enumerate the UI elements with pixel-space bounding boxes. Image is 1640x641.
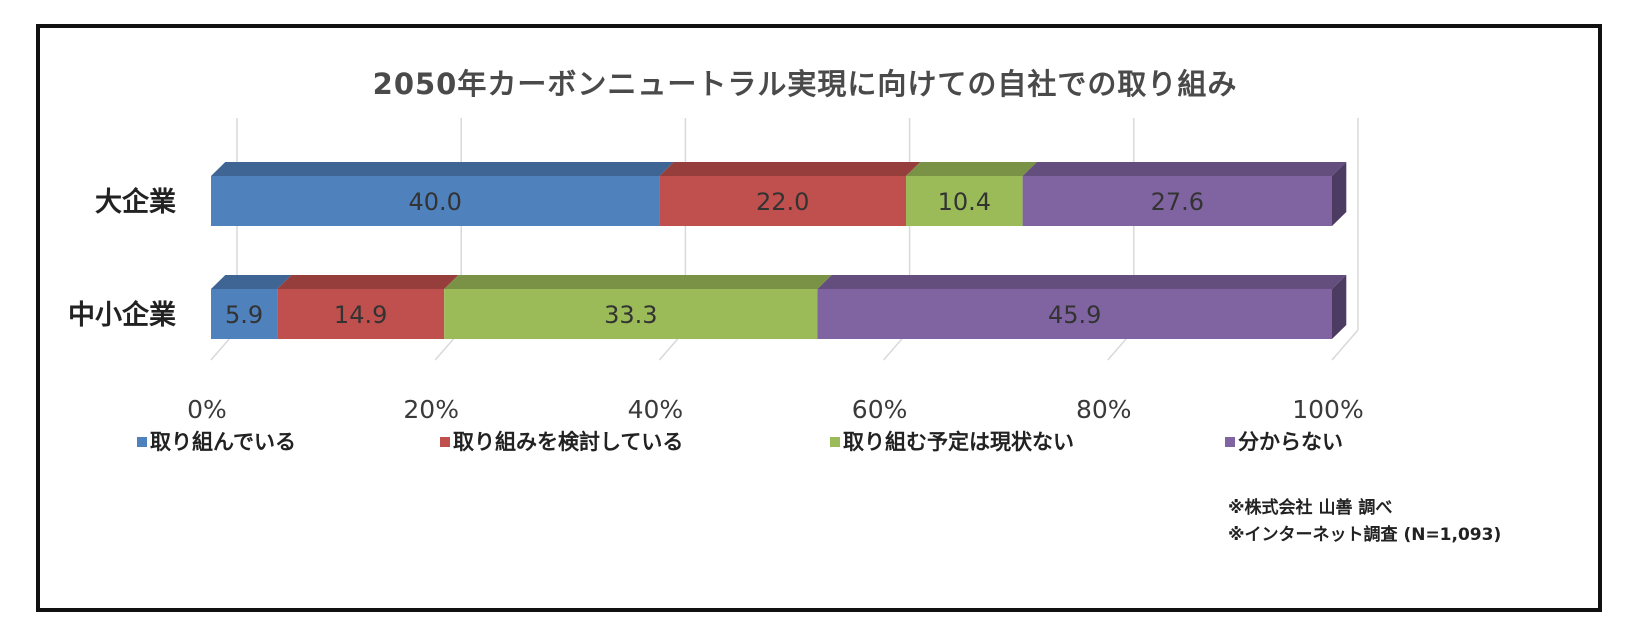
bars: 40.0 22.0 10.4 27.6 5.9 14.9 33.3 45.9: [211, 162, 1347, 339]
bar-top-face: [906, 162, 1037, 176]
bar-top-face: [1022, 162, 1347, 176]
legend-swatch: [830, 437, 840, 447]
source-notes: ※株式会社 山善 調べ ※インターネット調査 (N=1,093): [1228, 497, 1501, 545]
bar-top-face: [817, 275, 1347, 289]
bar-top-face: [277, 275, 459, 289]
bar-top-face: [659, 162, 921, 176]
bar-segment: 27.6: [1022, 162, 1347, 226]
data-label: 27.6: [1151, 188, 1204, 216]
bar: [277, 289, 445, 339]
category-label: 中小企業: [68, 299, 176, 331]
legend-label: 取り組みを検討している: [453, 430, 683, 454]
bar-segment: 40.0: [211, 162, 674, 226]
legend-swatch: [1225, 437, 1235, 447]
legend-swatch: [137, 437, 147, 447]
data-label: 45.9: [1048, 301, 1101, 329]
bar: [906, 176, 1023, 226]
legend-swatch: [440, 437, 450, 447]
bar: [211, 176, 660, 226]
bar: [817, 289, 1332, 339]
tick-label: 60%: [852, 395, 908, 424]
legend-item: 取り組みを検討している: [440, 430, 683, 454]
data-label: 5.9: [225, 301, 263, 329]
data-label: 10.4: [938, 188, 991, 216]
bar-segment: 33.3: [444, 275, 832, 339]
legend-label: 分からない: [1238, 430, 1343, 454]
data-label: 40.0: [408, 188, 461, 216]
tick-label: 80%: [1076, 395, 1132, 424]
tick-label: 0%: [187, 395, 227, 424]
bar-top-face: [444, 275, 832, 289]
tick-label: 40%: [628, 395, 684, 424]
data-label: 22.0: [756, 188, 809, 216]
category-label: 大企業: [95, 186, 176, 218]
bar: [444, 289, 818, 339]
bar-segment: 10.4: [906, 162, 1037, 226]
source-note: ※インターネット調査 (N=1,093): [1228, 524, 1501, 545]
bar-segment: 5.9: [211, 275, 292, 339]
legend: 取り組んでいる 取り組みを検討している 取り組む予定は現状ない 分からない: [137, 430, 1343, 454]
bar: [1022, 176, 1332, 226]
gridline-floor: [1331, 329, 1359, 361]
data-label: 14.9: [334, 301, 387, 329]
legend-label: 取り組んでいる: [150, 430, 296, 454]
chart-title: 2050年カーボンニュートラル実現に向けての自社での取り組み: [373, 67, 1238, 101]
bar-side-face: [1332, 275, 1347, 339]
legend-item: 取り組む予定は現状ない: [830, 430, 1074, 454]
legend-label: 取り組む予定は現状ない: [843, 430, 1074, 454]
bar-segment: 22.0: [659, 162, 921, 226]
source-note: ※株式会社 山善 調べ: [1228, 497, 1392, 518]
bar-side-face: [1332, 162, 1347, 226]
bar-top-face: [211, 162, 674, 176]
bar: [211, 289, 278, 339]
tick-label: 100%: [1292, 395, 1363, 424]
bar: [659, 176, 907, 226]
bar-top-face: [211, 275, 292, 289]
axis-tick-labels: 0% 20% 40% 60% 80% 100%: [187, 395, 1364, 424]
bar-segment: 14.9: [277, 275, 459, 339]
data-label: 33.3: [604, 301, 657, 329]
tick-label: 20%: [403, 395, 459, 424]
legend-item: 分からない: [1225, 430, 1343, 454]
bar-segment: 45.9: [817, 275, 1347, 339]
legend-item: 取り組んでいる: [137, 430, 296, 454]
